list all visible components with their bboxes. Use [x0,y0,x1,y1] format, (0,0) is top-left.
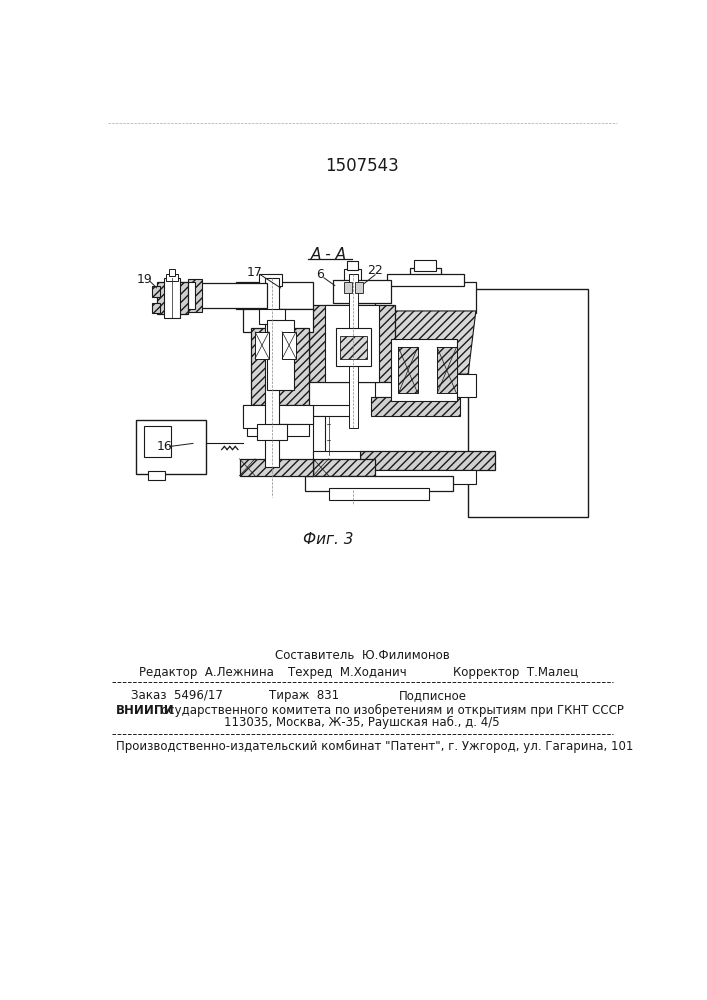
Bar [360,470,476,484]
Bar [257,424,287,440]
Text: Корректор  Т.Малец: Корректор Т.Малец [452,666,578,679]
Text: 6: 6 [316,268,324,281]
Bar [259,309,285,324]
Bar [259,274,282,286]
Bar [251,328,309,405]
Bar [282,332,296,359]
Text: ВНИИПИ: ВНИИПИ [115,704,174,717]
Text: А - А: А - А [310,247,346,262]
Text: 17: 17 [247,266,263,279]
Bar [468,289,588,517]
Bar [329,488,429,500]
Text: Тираж  831: Тираж 831 [269,689,339,702]
Text: Подписное: Подписное [398,689,467,702]
Text: Составитель  Ю.Филимонов: Составитель Ю.Филимонов [274,649,450,662]
Bar [243,309,313,332]
Bar [243,405,313,424]
Text: Редактор  А.Лежнина: Редактор А.Лежнина [139,666,274,679]
Text: 1507543: 1507543 [325,157,399,175]
Bar [344,282,352,293]
Bar [305,476,452,491]
Bar [313,405,352,416]
Bar [371,397,460,416]
Bar [391,339,457,401]
Bar [375,282,476,312]
Text: Фиг. 3: Фиг. 3 [303,532,354,547]
Bar [235,282,313,309]
Bar [152,303,160,313]
Bar [387,274,464,286]
Text: 22: 22 [367,264,383,277]
Bar [313,416,325,455]
Bar [437,347,457,393]
Bar [187,279,201,312]
Bar [247,424,309,436]
Bar [347,261,358,270]
Bar [152,286,160,297]
Text: Техред  М.Ходанич: Техред М.Ходанич [288,666,407,679]
Bar [309,305,395,382]
Bar [136,420,206,474]
Text: Государственного комитета по изобретениям и открытиям при ГКНТ СССР: Государственного комитета по изобретения… [154,704,624,717]
Text: Заказ  5496/17: Заказ 5496/17 [131,689,223,702]
Bar [144,426,171,457]
Text: 19: 19 [137,273,153,286]
Bar [148,471,165,480]
Bar [414,260,436,271]
Text: 113035, Москва, Ж-35, Раушская наб., д. 4/5: 113035, Москва, Ж-35, Раушская наб., д. … [224,716,500,729]
Text: Производственно-издательский комбинат "Патент", г. Ужгород, ул. Гагарина, 101: Производственно-издательский комбинат "П… [115,740,633,753]
Bar [340,336,368,359]
Bar [375,374,476,397]
Bar [156,282,187,314]
Bar [313,451,360,463]
Bar [355,282,363,293]
Bar [166,274,178,281]
Bar [410,268,441,282]
Bar [398,347,418,393]
Bar [313,459,375,476]
Bar [182,282,195,309]
Bar [349,274,358,428]
Bar [197,283,267,308]
Polygon shape [371,311,476,374]
Bar [240,459,313,476]
Bar [337,328,371,366]
Bar [265,278,279,466]
Bar [332,280,391,303]
Bar [325,305,379,382]
Bar [255,332,269,359]
Bar [344,269,361,288]
Bar [169,269,175,276]
Text: 16: 16 [156,440,173,453]
Bar [360,451,495,470]
Bar [164,278,180,318]
Bar [243,405,267,428]
Bar [267,320,293,389]
